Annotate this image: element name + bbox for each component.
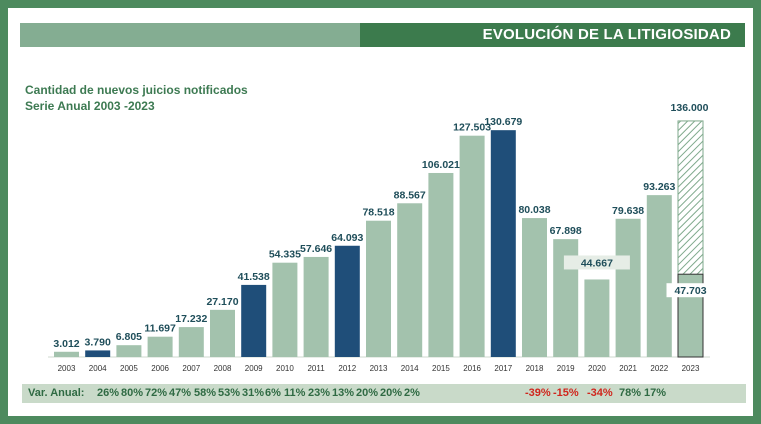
bar-2013	[366, 220, 391, 357]
x-tick-label: 2020	[588, 364, 606, 373]
page-title: EVOLUCIÓN DE LA LITIGIOSIDAD	[482, 26, 731, 43]
bar-2018	[522, 218, 547, 357]
slide-frame: EVOLUCIÓN DE LA LITIGIOSIDAD Cantidad de…	[8, 8, 753, 416]
data-label-bg	[666, 283, 715, 298]
annual-variation-value: 11%	[284, 387, 306, 399]
x-tick-label: 2022	[650, 364, 668, 373]
bar-2015	[428, 172, 454, 357]
data-label: 79.638	[612, 205, 644, 217]
x-tick-label: 2023	[682, 364, 700, 373]
x-tick-label: 2018	[526, 364, 544, 373]
bar-2014	[397, 203, 423, 357]
data-label: 130.679	[484, 116, 522, 128]
bar-2022	[646, 195, 672, 357]
data-label: 17.232	[175, 313, 207, 325]
bar-2008	[210, 309, 235, 357]
bar-2020	[584, 279, 610, 357]
annual-variation-value: -34%	[587, 387, 613, 399]
data-label: 3.012	[53, 338, 79, 350]
x-tick-label: 2008	[214, 364, 232, 373]
x-tick-label: 2015	[432, 364, 450, 373]
annual-variation-value: 53%	[218, 387, 241, 399]
annual-variation-value: 47%	[169, 387, 192, 399]
x-tick-label: 2016	[463, 364, 481, 373]
bar-2006	[147, 336, 173, 357]
data-label: 106.021	[422, 159, 460, 171]
x-tick-label: 2007	[182, 364, 200, 373]
x-tick-label: 2017	[494, 364, 512, 373]
x-tick-label: 2012	[338, 364, 356, 373]
annual-variation-value: 13%	[332, 387, 355, 399]
data-label: 44.667	[581, 257, 613, 269]
bar-2017	[490, 130, 516, 357]
header-bar: EVOLUCIÓN DE LA LITIGIOSIDAD	[360, 23, 745, 47]
annual-variation-value: 58%	[194, 387, 217, 399]
annual-variation-value: 2%	[404, 387, 420, 399]
data-label: 6.805	[116, 331, 142, 343]
data-label: 41.538	[238, 271, 270, 283]
annual-variation-value: 78%	[619, 387, 642, 399]
data-label: 88.567	[394, 189, 426, 201]
data-label: 11.697	[144, 323, 176, 335]
chart-title: Cantidad de nuevos juicios notificados	[25, 83, 248, 97]
data-label: 127.503	[453, 122, 491, 134]
x-tick-label: 2021	[619, 364, 637, 373]
x-tick-label: 2014	[401, 364, 419, 373]
annual-variation-value: 20%	[380, 387, 403, 399]
annual-variation-label: Var. Anual:	[28, 387, 85, 399]
annual-variation-value: -39%	[525, 387, 551, 399]
annual-variation-value: 26%	[97, 387, 120, 399]
x-tick-label: 2004	[89, 364, 107, 373]
annual-variation-row: Var. Anual: 26% 80% 72% 47% 58% 53% 31% 6% 11% 23…	[22, 384, 746, 403]
bar-2007	[178, 327, 204, 357]
chart-subtitle: Serie Anual 2003 -2023	[25, 99, 155, 113]
annual-variation-value: 72%	[145, 387, 168, 399]
x-tick-label: 2003	[58, 364, 76, 373]
x-tick-label: 2011	[307, 364, 325, 373]
data-label: 67.898	[550, 225, 582, 237]
data-label: 3.790	[85, 336, 111, 348]
annual-variation-value: 80%	[121, 387, 144, 399]
bar-2004	[85, 350, 111, 357]
projection-label: 136.000	[671, 102, 709, 114]
annual-variation-value: 20%	[356, 387, 379, 399]
data-label: 80.038	[518, 204, 550, 216]
data-label: 78.518	[362, 207, 394, 219]
annual-variation-value: 6%	[265, 387, 281, 399]
annual-variation-value: 23%	[308, 387, 331, 399]
x-tick-label: 2005	[120, 364, 138, 373]
data-label: 54.335	[269, 249, 301, 261]
bar-2010	[272, 262, 298, 357]
header-bar-left	[20, 23, 364, 47]
data-label: 27.170	[206, 296, 238, 308]
x-tick-label: 2019	[557, 364, 575, 373]
annual-variation-value: 31%	[242, 387, 265, 399]
annual-variation-value: -15%	[553, 387, 579, 399]
x-tick-label: 2006	[151, 364, 169, 373]
x-tick-label: 2009	[245, 364, 263, 373]
data-label: 93.263	[643, 181, 675, 193]
bar-2012	[334, 245, 360, 357]
bar-2016	[459, 135, 485, 357]
data-label-bg	[563, 255, 630, 270]
bar-2005	[116, 345, 142, 357]
x-tick-label: 2010	[276, 364, 294, 373]
x-tick-label: 2013	[370, 364, 388, 373]
data-label: 64.093	[331, 232, 363, 244]
bar-2021	[615, 218, 641, 357]
annual-variation-value: 17%	[644, 387, 667, 399]
bar-2011	[303, 256, 329, 357]
bar-2003	[54, 351, 79, 357]
bar-2009	[241, 284, 267, 357]
data-label: 57.646	[300, 243, 332, 255]
data-label: 47.703	[674, 285, 706, 297]
